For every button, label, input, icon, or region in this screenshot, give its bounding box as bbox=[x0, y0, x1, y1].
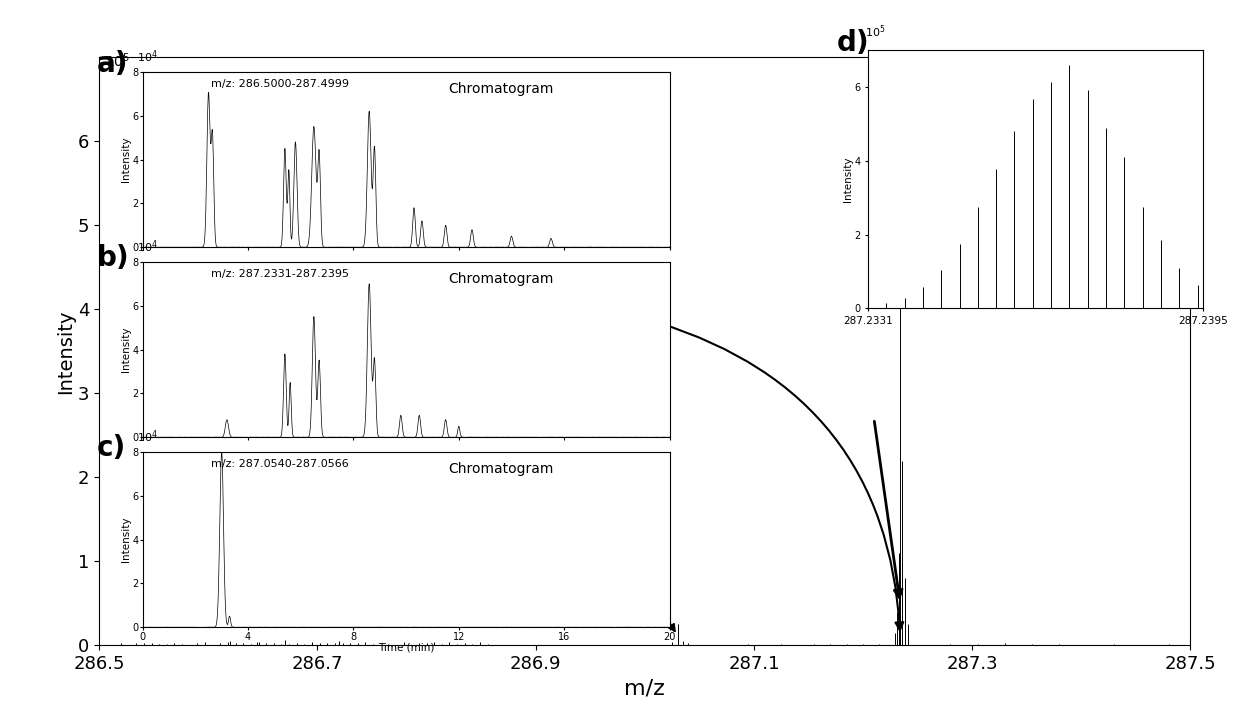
Text: c): c) bbox=[97, 434, 126, 462]
Y-axis label: Intensity: Intensity bbox=[120, 137, 130, 182]
Text: 10$^5$: 10$^5$ bbox=[104, 52, 130, 70]
Text: 10$^5$: 10$^5$ bbox=[864, 23, 885, 40]
Y-axis label: Intensity: Intensity bbox=[120, 517, 130, 562]
Text: b): b) bbox=[97, 244, 129, 272]
Text: m/z: 287.2331-287.2395: m/z: 287.2331-287.2395 bbox=[211, 269, 350, 279]
Y-axis label: Intensity: Intensity bbox=[56, 309, 76, 394]
Y-axis label: Intensity: Intensity bbox=[843, 156, 853, 202]
Text: m/z: 287.0540-287.0566: m/z: 287.0540-287.0566 bbox=[211, 459, 348, 469]
Text: Chromatogram: Chromatogram bbox=[449, 272, 553, 286]
Text: 10$^4$: 10$^4$ bbox=[138, 428, 159, 445]
X-axis label: Time (min): Time (min) bbox=[378, 643, 434, 653]
Y-axis label: Intensity: Intensity bbox=[120, 327, 130, 372]
Text: Chromatogram: Chromatogram bbox=[449, 82, 553, 96]
Text: Chromatogram: Chromatogram bbox=[449, 462, 553, 476]
X-axis label: m/z: m/z bbox=[625, 678, 665, 698]
Text: d): d) bbox=[837, 29, 869, 57]
Text: 10$^4$: 10$^4$ bbox=[138, 48, 159, 65]
Text: a): a) bbox=[97, 50, 128, 78]
Text: m/z: 286.5000-287.4999: m/z: 286.5000-287.4999 bbox=[211, 79, 350, 89]
Text: 10$^4$: 10$^4$ bbox=[138, 238, 159, 255]
